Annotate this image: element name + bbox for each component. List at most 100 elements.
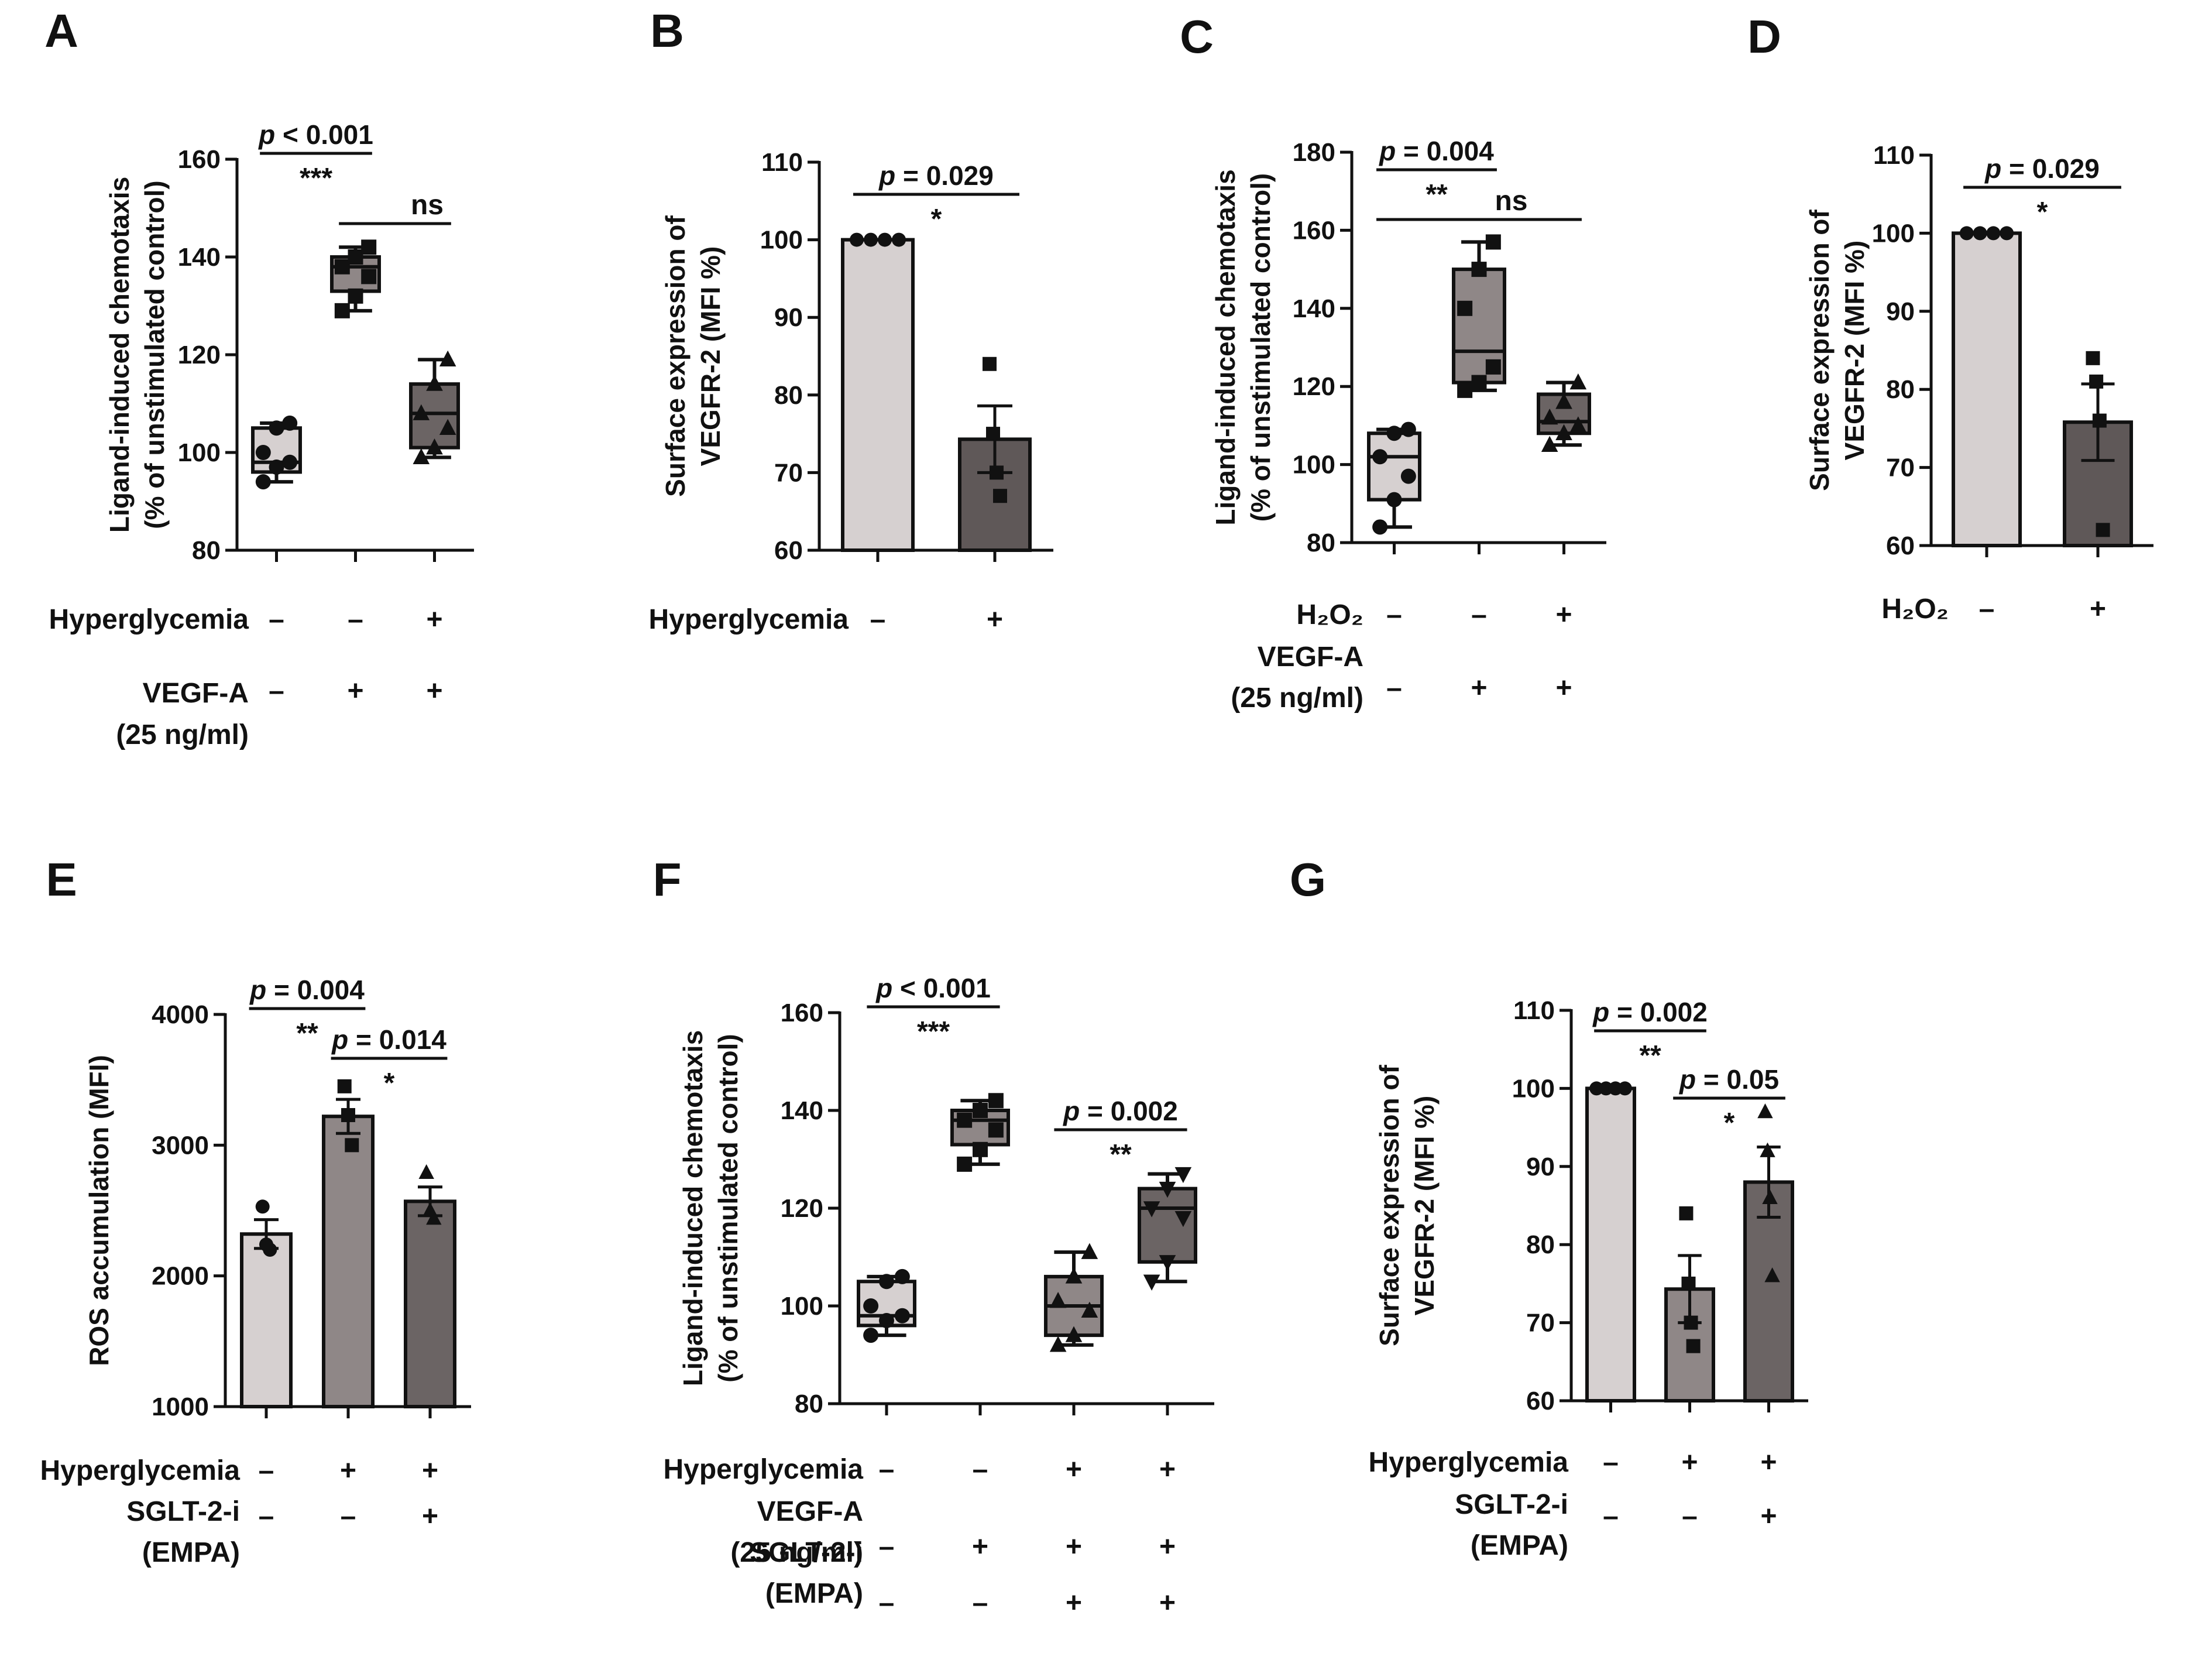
data-point (1159, 1255, 1176, 1271)
data-point (1986, 226, 2001, 241)
condition-sign: + (1760, 1501, 1777, 1532)
y-tick-label: 180 (1293, 138, 1335, 167)
p-value: p = 0.05 (1678, 1064, 1779, 1095)
y-tick-label: 80 (1526, 1230, 1555, 1259)
condition-sign: + (1159, 1587, 1176, 1619)
significance-stars: ** (1426, 179, 1448, 210)
data-point (426, 438, 443, 455)
significance-stars: ** (296, 1018, 318, 1049)
data-point (426, 1210, 442, 1225)
y-tick-label: 110 (1513, 996, 1555, 1025)
y-tick-label: 60 (1886, 532, 1915, 560)
data-point (1760, 1142, 1775, 1157)
condition-label: Hyperglycemia (648, 604, 849, 635)
data-point (983, 356, 997, 371)
significance-stars: * (384, 1068, 395, 1099)
p-value: p < 0.001 (875, 973, 991, 1003)
data-point (282, 454, 298, 470)
data-point (1485, 359, 1501, 375)
condition-sign: + (1066, 1531, 1082, 1562)
panel-label: A (44, 5, 78, 57)
p-value-text: = 0.029 (895, 160, 994, 191)
data-point (1065, 1326, 1083, 1342)
panel-label: C (1180, 11, 1214, 63)
condition-sign: + (1471, 673, 1487, 704)
condition-label: Hyperglycemia (49, 604, 249, 635)
panel-label: E (46, 853, 77, 906)
data-point (1541, 408, 1558, 425)
y-tick-label: 3000 (152, 1131, 209, 1160)
condition-sign: – (879, 1531, 895, 1562)
data-point (850, 232, 864, 247)
panel-f: F 80 100 120 140 160 Ligand-induced chemotaxis… (653, 853, 1214, 1619)
data-point (1764, 1267, 1780, 1283)
y-tick-label: 140 (781, 1096, 823, 1125)
data-point (255, 474, 271, 490)
data-point (1049, 1292, 1067, 1308)
p-value-text: = 0.002 (1609, 997, 1708, 1027)
bar (404, 1199, 456, 1409)
y-tick-label: 100 (1872, 219, 1915, 248)
panel-label: B (650, 5, 684, 57)
data-point (1174, 1211, 1192, 1227)
data-point (1762, 1189, 1778, 1204)
data-point (348, 288, 363, 304)
data-point (269, 460, 284, 475)
condition-sign: – (1471, 599, 1487, 630)
p-symbol: p (1984, 153, 2001, 184)
ns-label: ns (1495, 186, 1527, 217)
y-axis-label: Surface expression of (660, 215, 691, 497)
data-point (413, 404, 430, 420)
y-axis-label: VEGFR-2 (MFI %) (695, 246, 726, 467)
p-value-text: = 0.002 (1080, 1096, 1178, 1126)
p-symbol: p (249, 975, 266, 1005)
y-tick-label: 100 (1293, 451, 1335, 479)
condition-label: (25 ng/ml) (730, 1537, 863, 1568)
data-point (894, 1268, 910, 1284)
condition-sign: – (259, 1455, 274, 1486)
condition-sign: – (973, 1454, 988, 1485)
p-value: p < 0.001 (257, 119, 373, 150)
data-point (255, 445, 271, 460)
p-value: p = 0.004 (1378, 136, 1494, 166)
y-axis-label: (% of unstimulated control) (713, 1034, 743, 1382)
p-value-text: = 0.004 (1396, 136, 1494, 166)
p-symbol: p (331, 1024, 348, 1055)
data-point (973, 1141, 988, 1157)
data-point (1143, 1201, 1160, 1218)
box (1138, 1187, 1197, 1264)
panel-label: D (1747, 11, 1781, 63)
y-axis-label: Ligand-induced chemotaxis (678, 1030, 708, 1386)
panel-a: A 80 100 120 140 160 Ligand-induced chemotaxis… (44, 5, 474, 750)
data-point (337, 1079, 352, 1093)
data-point (334, 303, 350, 318)
y-tick-label: 90 (1526, 1153, 1555, 1181)
data-point (988, 1093, 1004, 1109)
condition-sign: + (972, 1531, 988, 1562)
bar (240, 1232, 293, 1408)
condition-sign: + (1159, 1454, 1176, 1485)
p-value-text: = 0.004 (266, 975, 365, 1005)
data-point (345, 1138, 359, 1153)
panel-c: C 80 100 120 140 160 180 Ligand-induced chemota… (1180, 11, 1606, 714)
condition-sign: + (340, 1455, 356, 1486)
y-tick-label: 160 (178, 145, 221, 174)
condition-sign: – (879, 1454, 895, 1485)
condition-sign: + (1066, 1454, 1082, 1485)
data-point (1386, 426, 1402, 441)
panel-e: E 1000 2000 3000 4000 ROS accumulation (MFI) p… (40, 853, 471, 1568)
data-point (1679, 1206, 1694, 1220)
condition-sign: + (426, 604, 442, 635)
condition-sign: + (987, 604, 1003, 635)
p-value-text: < 0.001 (275, 119, 373, 150)
condition-label: SGLT-2-i (750, 1537, 863, 1568)
p-symbol: p (875, 973, 892, 1003)
data-point (1681, 1276, 1696, 1291)
y-axis-label: (% of unstimulated control) (139, 180, 170, 529)
data-point (1081, 1243, 1098, 1259)
panel-label: G (1290, 853, 1326, 906)
condition-label: SGLT-2-i (1455, 1489, 1568, 1520)
condition-sign: – (259, 1501, 274, 1532)
p-value-text: = 0.029 (2001, 153, 2100, 184)
